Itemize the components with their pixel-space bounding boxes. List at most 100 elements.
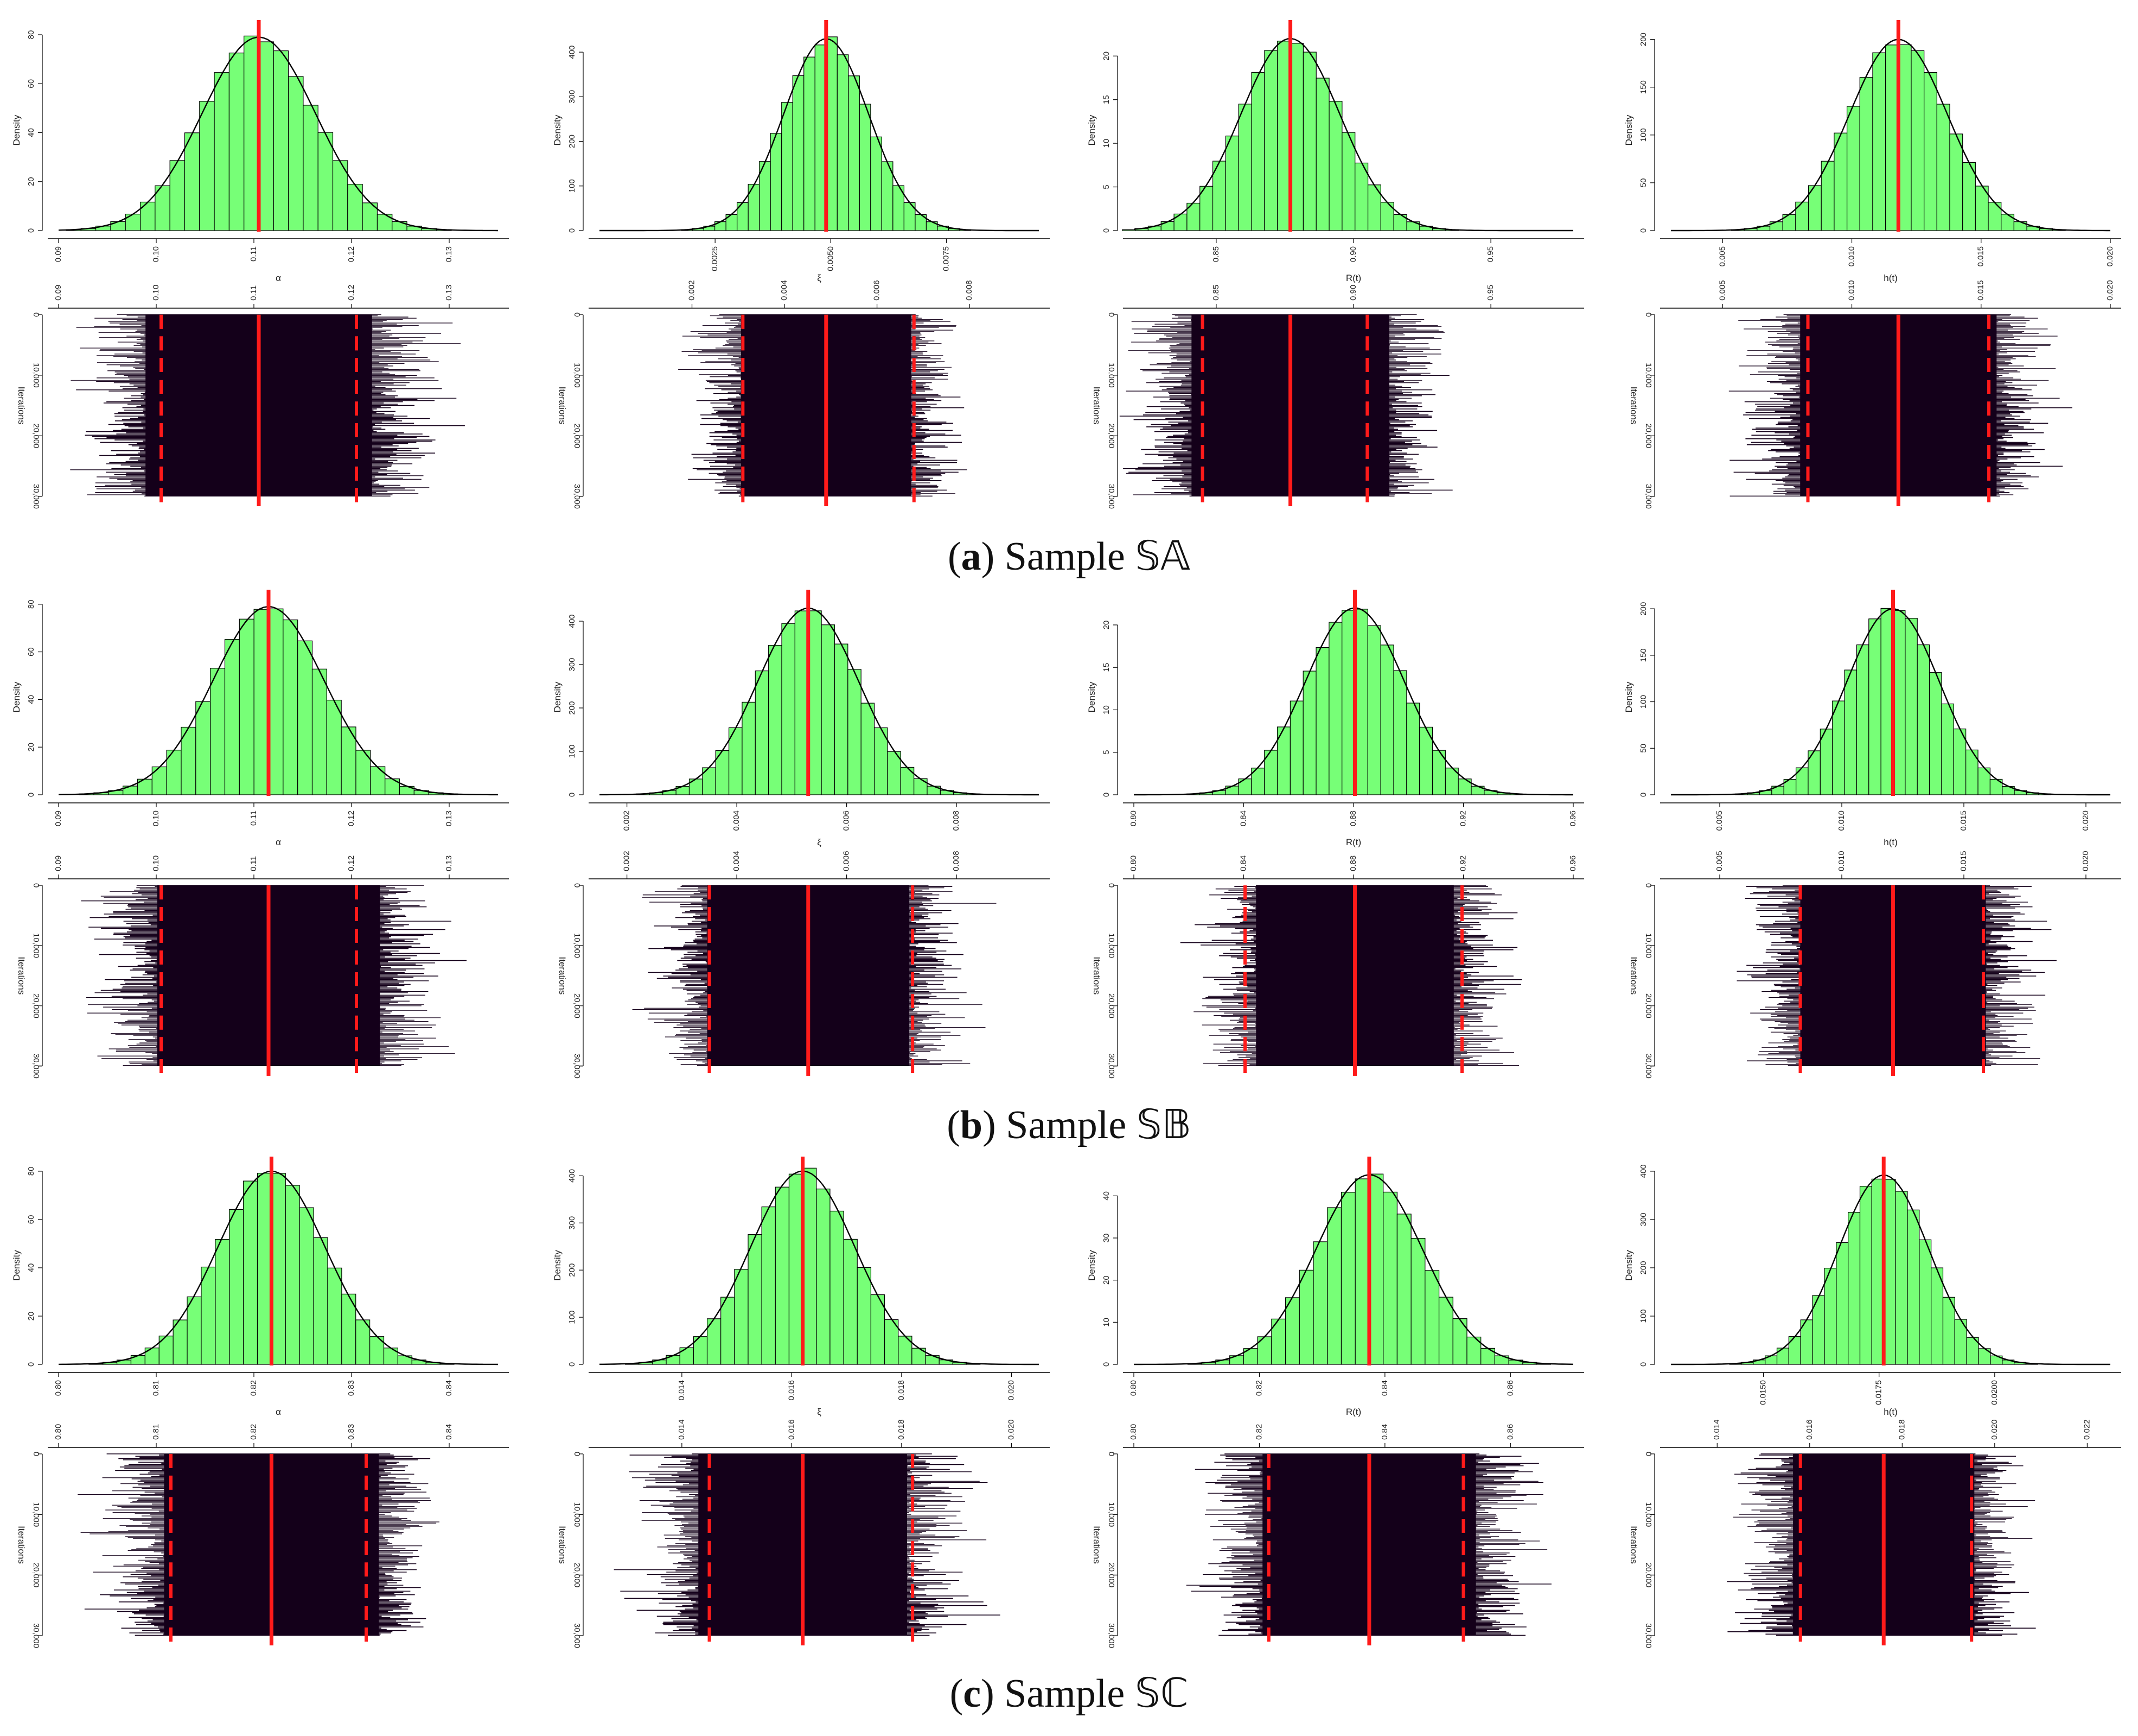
hist-bar (914, 778, 928, 795)
hist-bar (199, 101, 215, 231)
hist-x-tick-label: 0.005 (1715, 810, 1724, 831)
hist-bar (297, 640, 313, 795)
hist-x-label: α (276, 1407, 281, 1417)
hist-x-tick-label: 0.0175 (1874, 1380, 1884, 1405)
trace-iter-label: Iterations (1629, 1526, 1639, 1564)
trace-iter-tick-label: 30,000 (31, 1054, 41, 1078)
hist-bar (1919, 1239, 1932, 1365)
panel-a-4: 0.005 0.010 0.015 0.020 h(t) 0 50 100 150 200 Dens… (1624, 20, 2121, 509)
hist-bar (341, 1293, 356, 1365)
trace-iter-tick-label: 0 (572, 312, 582, 317)
trace-iter-tick-label: 10,000 (31, 1502, 41, 1527)
density-curve (599, 1170, 1039, 1365)
hist-bar (803, 56, 815, 231)
hist-y-tick-label: 400 (567, 614, 577, 628)
hist-y-tick-label: 0 (1102, 1362, 1111, 1367)
hist-bar (1383, 1191, 1397, 1365)
hist-bar (792, 75, 805, 231)
hist-y-tick-label: 300 (567, 1216, 577, 1230)
caption-a-text: Sample 𝕊𝔸 (1004, 534, 1191, 579)
hist-bar (273, 50, 289, 231)
hist-bar (210, 668, 226, 795)
hist-bar (244, 35, 259, 231)
hist-bar (788, 1173, 803, 1365)
trace-iter-tick-label: 10,000 (572, 363, 582, 388)
hist-y-tick-label: 150 (1639, 648, 1648, 662)
trace-iter-tick-label: 20,000 (572, 993, 582, 1018)
trace-iter-tick-label: 0 (31, 883, 41, 888)
hist-bar (311, 668, 327, 795)
hist-bar (1393, 670, 1407, 795)
trace-iter-tick-label: 10,000 (31, 363, 41, 388)
panel-b-4: 0.005 0.010 0.015 0.020 h(t) 0 50 100 150 200 Dens… (1624, 590, 2121, 1078)
hist-bar (1895, 1191, 1908, 1365)
trace-iter-tick-label: 10,000 (1107, 363, 1116, 388)
hist-bar (1885, 44, 1899, 231)
hist-bar (1832, 700, 1845, 795)
trace-iter-tick-label: 20,000 (1107, 423, 1116, 448)
density-curve (1671, 1174, 2110, 1365)
hist-y-tick-label: 80 (27, 1167, 36, 1176)
hist-x-tick-label: 0.86 (1505, 1380, 1515, 1396)
hist-bar (370, 766, 386, 795)
hist-bar (327, 1267, 342, 1365)
trace-iter-tick-label: 0 (1644, 883, 1653, 888)
hist-x-tick-label: 0.11 (249, 246, 258, 261)
hist-bar (1369, 1173, 1384, 1365)
trace-iter-tick-label: 10,000 (1644, 933, 1653, 958)
hist-bar (1367, 625, 1381, 795)
hist-y-tick-label: 0 (27, 793, 36, 797)
hist-bar (1396, 1214, 1412, 1365)
hist-x-tick-label: 0.13 (444, 810, 454, 826)
trace-lines (70, 314, 465, 497)
hist-y-label: Density (552, 1250, 563, 1281)
density-curve (599, 38, 1039, 232)
trace-x-tick-label: 0.002 (687, 280, 696, 301)
hist-bar (385, 778, 400, 795)
hist-x-label: α (276, 837, 281, 847)
hist-bar (1936, 104, 1950, 231)
hist-y-tick-label: 0 (1102, 793, 1111, 797)
hist-bar (857, 1267, 872, 1365)
hist-bar (834, 643, 848, 795)
hist-y-tick-label: 20 (1102, 621, 1111, 630)
hist-bar (847, 669, 861, 795)
hist-bar (1406, 703, 1420, 795)
trace-x-tick-label: 0.13 (444, 285, 454, 301)
hist-y-tick-label: 10 (1102, 705, 1111, 714)
hist-y-tick-label: 0 (567, 1362, 577, 1367)
trace-iter-tick-label: 10,000 (31, 933, 41, 958)
hist-bar (1941, 703, 1954, 795)
hist-bar (1911, 50, 1925, 231)
hist-bar (268, 608, 284, 795)
trace-x-tick-label: 0.85 (1211, 285, 1221, 301)
panel-b-2: 0.002 0.004 0.006 0.008 ξ 0 100 200 300 400 Densit… (552, 590, 1050, 1078)
hist-x-tick-label: 0.0075 (941, 246, 950, 271)
hist-y-label: Density (1624, 681, 1634, 712)
hist-y-tick-label: 400 (567, 1169, 577, 1183)
hist-bar (1917, 644, 1930, 795)
trace-x-tick-label: 0.88 (1349, 856, 1358, 871)
trace-x-tick-label: 0.92 (1458, 856, 1467, 871)
trace-x-tick-label: 0.82 (249, 1424, 258, 1440)
hist-bar (195, 701, 211, 795)
trace-iter-label: Iterations (557, 387, 567, 425)
hist-y-tick-label: 20 (27, 1312, 36, 1321)
hist-bar (326, 699, 342, 795)
hist-bar (187, 1296, 202, 1365)
trace-iter-tick-label: 20,000 (1644, 423, 1653, 448)
trace-x-tick-label: 0.84 (444, 1424, 454, 1440)
hist-x-tick-label: 0.88 (1349, 810, 1358, 826)
hist-bar (1290, 700, 1304, 795)
hist-bar (1824, 1267, 1837, 1365)
hist-bar (1354, 609, 1368, 795)
hist-bar (873, 727, 888, 795)
hist-bar (257, 1172, 272, 1365)
trace-iter-tick-label: 10,000 (572, 1502, 582, 1527)
hist-bar (770, 133, 782, 231)
hist-bar (808, 610, 822, 795)
trace-x-tick-label: 0.020 (1006, 1419, 1016, 1440)
trace-iter-tick-label: 0 (1644, 1452, 1653, 1456)
hist-y-tick-label: 0 (567, 228, 577, 233)
hist-bar (1438, 1297, 1453, 1365)
